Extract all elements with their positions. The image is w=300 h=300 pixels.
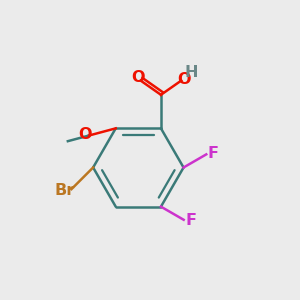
Text: O: O [177, 72, 191, 87]
Text: O: O [131, 70, 145, 85]
Text: Br: Br [55, 183, 75, 198]
Text: F: F [208, 146, 219, 161]
Text: H: H [184, 65, 198, 80]
Text: F: F [185, 213, 196, 228]
Text: O: O [79, 127, 92, 142]
